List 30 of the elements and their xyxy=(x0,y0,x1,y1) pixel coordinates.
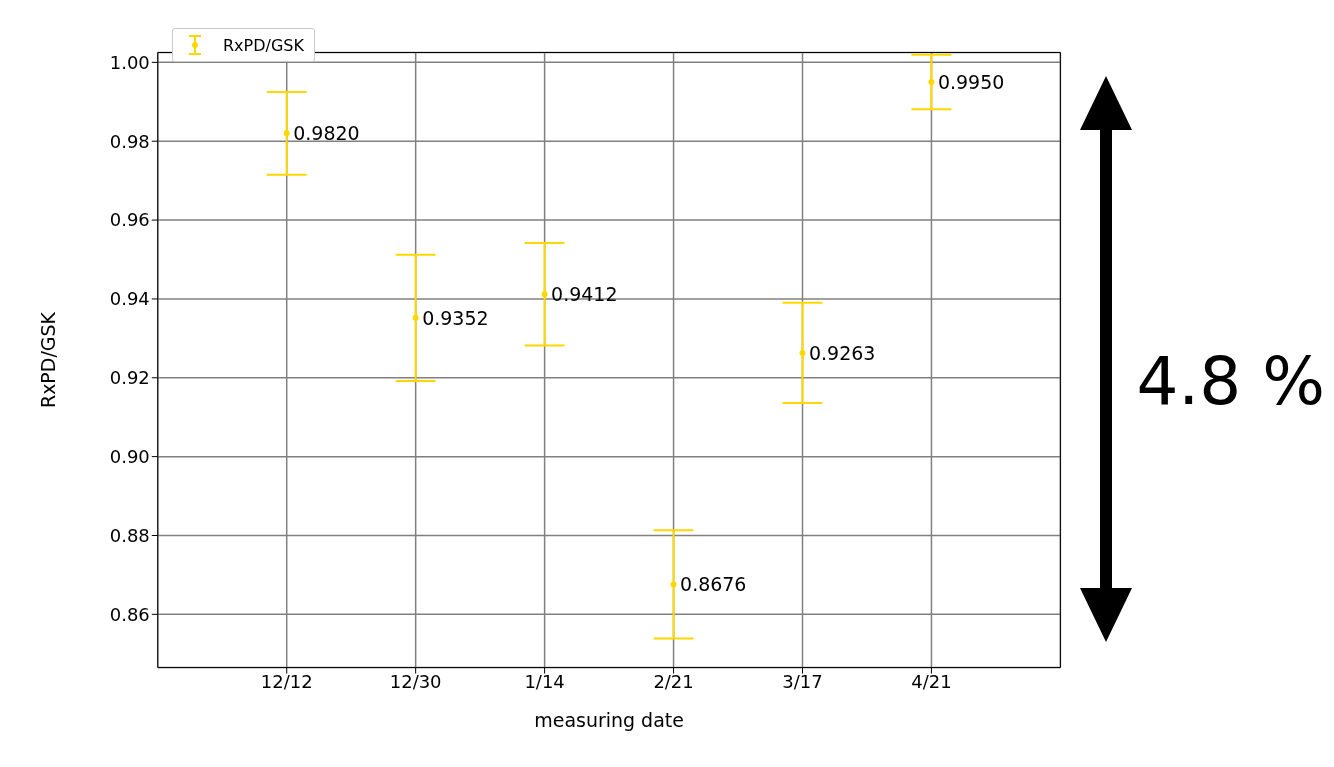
point xyxy=(670,581,677,588)
point xyxy=(283,130,290,137)
point xyxy=(928,79,935,86)
y-tick-label: 0.98 xyxy=(109,130,150,152)
x-axis-title: measuring date xyxy=(534,709,684,732)
legend-label: RxPD/GSK xyxy=(223,35,304,55)
y-tick-label: 0.88 xyxy=(109,524,150,546)
text: 4.8 % xyxy=(1136,343,1326,420)
x-tick-label: 12/12 xyxy=(260,671,313,693)
point xyxy=(541,291,548,298)
data-label: 0.9352 xyxy=(422,306,489,329)
point xyxy=(412,314,419,321)
y-tick-label: 0.92 xyxy=(109,367,150,389)
data-label: 0.9820 xyxy=(293,122,360,145)
y-tick-label: 0.90 xyxy=(109,446,150,468)
x-tick-label: 3/17 xyxy=(782,671,823,693)
x-tick-label: 12/30 xyxy=(389,671,442,693)
x-tick-label: 1/14 xyxy=(524,671,565,693)
y-axis-title: RxPD/GSK xyxy=(36,311,59,409)
data-label: 0.9950 xyxy=(937,70,1005,93)
x-tick-label: 4/21 xyxy=(911,671,952,693)
x-tick-label: 2/21 xyxy=(653,671,694,693)
data-label: 0.8676 xyxy=(680,573,747,596)
y-tick-label: 0.94 xyxy=(109,288,150,310)
data-label: 0.9412 xyxy=(551,282,618,305)
y-tick-label: 1.00 xyxy=(109,51,150,73)
y-tick-label: 0.96 xyxy=(109,209,150,231)
y-tick-label: 0.86 xyxy=(109,603,150,625)
point xyxy=(799,349,806,356)
data-label: 0.9263 xyxy=(809,341,876,364)
